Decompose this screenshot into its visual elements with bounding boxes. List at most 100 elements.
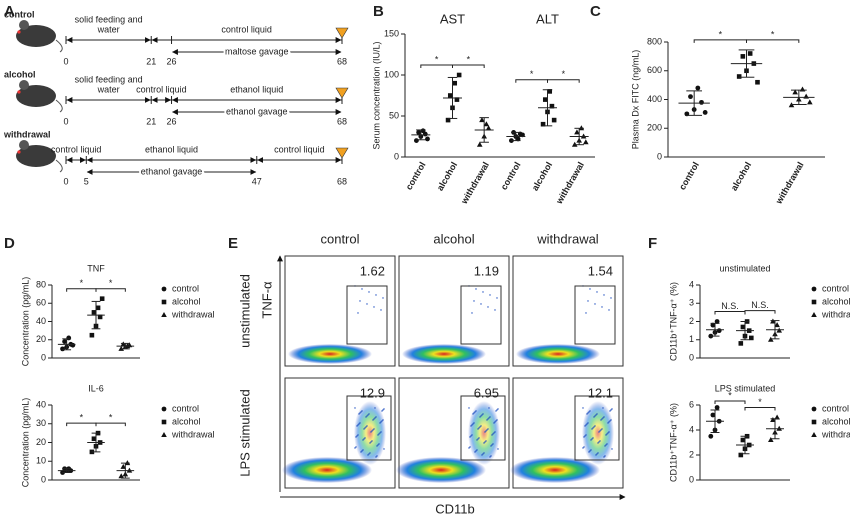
- event: [355, 446, 357, 448]
- event: [367, 454, 369, 456]
- event: [468, 407, 470, 409]
- data-point: [120, 463, 127, 469]
- event: [366, 415, 368, 417]
- legend-marker: [161, 406, 167, 412]
- y-tick-label: 30: [36, 418, 46, 428]
- event: [609, 410, 611, 412]
- chart-title: unstimulated: [719, 263, 770, 273]
- group-name: control: [4, 9, 35, 19]
- legend-label: alcohol: [172, 416, 201, 426]
- event: [590, 449, 592, 451]
- y-tick-label: 0: [394, 151, 399, 161]
- density-cloud: [516, 344, 600, 364]
- data-point: [479, 117, 485, 123]
- event: [355, 436, 357, 438]
- gate-percent: 1.62: [360, 263, 385, 278]
- data-point: [770, 417, 776, 422]
- data-point: [70, 342, 76, 348]
- data-point: [420, 128, 426, 134]
- legend-label: alcohol: [822, 296, 850, 306]
- data-point: [551, 117, 557, 123]
- phase-label: ethanol liquid: [145, 144, 198, 154]
- significance-label: *: [80, 413, 84, 423]
- end-marker: [335, 27, 349, 39]
- event: [479, 426, 481, 428]
- day-label: 47: [252, 176, 262, 186]
- legend-label: control: [172, 403, 199, 413]
- event: [371, 440, 373, 442]
- event: [594, 415, 596, 417]
- day-label: 21: [146, 56, 156, 66]
- event: [596, 453, 598, 455]
- event: [486, 419, 488, 421]
- y-tick-label: 0: [41, 352, 46, 362]
- mouse-eye: [17, 90, 21, 94]
- day-label: 0: [63, 116, 68, 126]
- event: [354, 407, 356, 409]
- y-tick-label: 60: [36, 298, 46, 308]
- event: [586, 413, 588, 415]
- event: [495, 410, 497, 412]
- y-tick-label: 100: [384, 69, 399, 79]
- event: [480, 303, 482, 305]
- event: [368, 453, 370, 455]
- data-point: [710, 322, 716, 328]
- legend-marker: [811, 299, 817, 305]
- event: [489, 294, 491, 296]
- group-name: withdrawal: [3, 129, 51, 139]
- significance-bracket: [95, 422, 126, 427]
- event: [362, 449, 364, 451]
- day-label: 0: [63, 176, 68, 186]
- panel-label: F: [648, 235, 657, 252]
- event: [495, 420, 497, 422]
- event: [589, 450, 591, 452]
- significance-label: *: [771, 29, 775, 39]
- data-point: [755, 79, 760, 85]
- day-label: 5: [84, 176, 89, 186]
- group-name: alcohol: [4, 69, 36, 79]
- event: [490, 445, 492, 447]
- event: [369, 442, 371, 444]
- column-header: withdrawal: [536, 231, 599, 246]
- legend-label: withdrawal: [171, 429, 215, 439]
- event: [380, 309, 382, 311]
- day-label: 0: [63, 56, 68, 66]
- data-point: [807, 99, 813, 105]
- event: [496, 409, 498, 411]
- end-marker: [335, 87, 349, 99]
- event: [476, 449, 478, 451]
- data-point: [452, 80, 458, 86]
- data-point: [445, 117, 451, 123]
- significance-label: *: [530, 69, 534, 79]
- x-tick-label: alcohol: [530, 160, 554, 192]
- gavage-label: ethanol gavage: [141, 166, 203, 176]
- phase-label: control liquid: [274, 144, 325, 154]
- event: [607, 422, 609, 424]
- event: [364, 427, 366, 429]
- event: [471, 312, 473, 314]
- event: [611, 448, 613, 450]
- event: [494, 421, 496, 423]
- event: [585, 434, 587, 436]
- event: [380, 431, 382, 433]
- x-tick-label: withdrawal: [459, 160, 491, 206]
- event: [485, 430, 487, 432]
- density-cloud: [288, 344, 372, 364]
- event: [493, 432, 495, 434]
- phase-label: control liquid: [51, 144, 102, 154]
- y-axis-label: CD11b⁺TNF-α⁺ (%): [668, 403, 678, 482]
- y-tick-label: 80: [36, 279, 46, 289]
- event: [597, 452, 599, 454]
- event: [375, 456, 377, 458]
- day-label: 26: [167, 116, 177, 126]
- event: [473, 300, 475, 302]
- data-point: [91, 436, 97, 442]
- density-cloud: [582, 401, 614, 465]
- event: [584, 425, 586, 427]
- data-point: [736, 74, 742, 79]
- event: [590, 439, 592, 441]
- data-point: [740, 437, 746, 443]
- y-axis-label: CD11b⁺TNF-α⁺ (%): [668, 282, 678, 361]
- event: [373, 306, 375, 308]
